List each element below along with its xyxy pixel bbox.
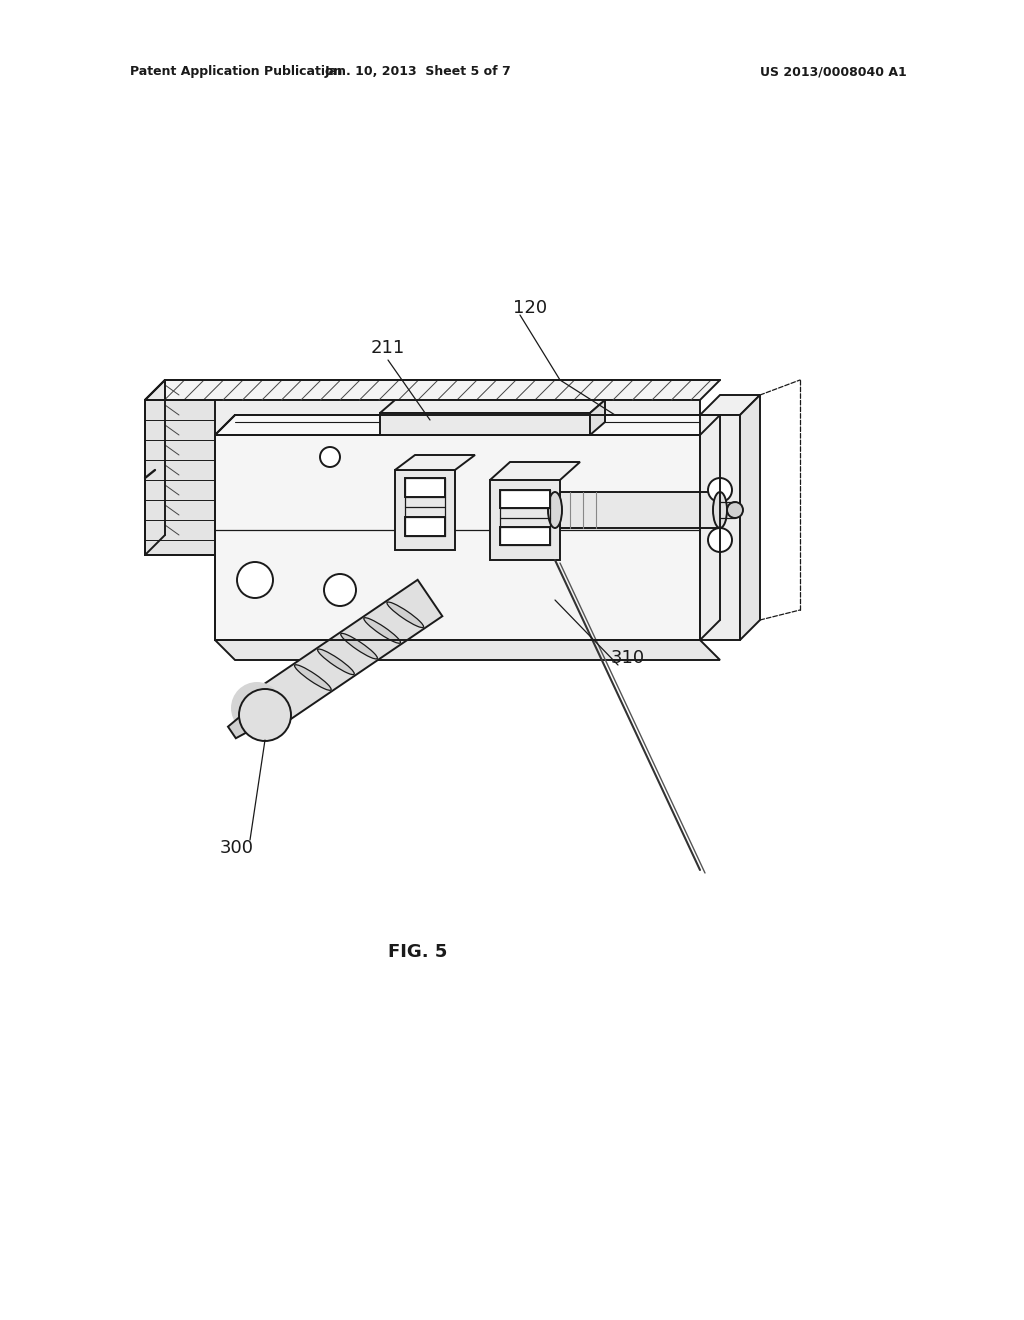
Polygon shape xyxy=(490,462,580,480)
Text: 211: 211 xyxy=(371,339,406,356)
Text: US 2013/0008040 A1: US 2013/0008040 A1 xyxy=(760,66,906,78)
Polygon shape xyxy=(228,708,262,738)
Circle shape xyxy=(324,574,356,606)
Text: FIG. 5: FIG. 5 xyxy=(388,942,447,961)
Text: Patent Application Publication: Patent Application Publication xyxy=(130,66,342,78)
Circle shape xyxy=(231,682,283,734)
Ellipse shape xyxy=(341,634,378,659)
Polygon shape xyxy=(395,455,475,470)
Ellipse shape xyxy=(548,492,562,528)
Polygon shape xyxy=(145,400,215,554)
Polygon shape xyxy=(215,640,720,660)
Circle shape xyxy=(708,528,732,552)
Text: Jan. 10, 2013  Sheet 5 of 7: Jan. 10, 2013 Sheet 5 of 7 xyxy=(325,66,511,78)
Ellipse shape xyxy=(727,502,743,517)
Polygon shape xyxy=(215,414,720,436)
Polygon shape xyxy=(700,414,720,640)
Ellipse shape xyxy=(387,602,424,627)
Polygon shape xyxy=(395,470,455,550)
Text: 310: 310 xyxy=(611,649,645,667)
Polygon shape xyxy=(700,395,760,414)
Polygon shape xyxy=(145,380,720,400)
Polygon shape xyxy=(380,413,590,436)
Polygon shape xyxy=(500,490,550,508)
Circle shape xyxy=(239,689,291,741)
Polygon shape xyxy=(406,478,445,498)
Polygon shape xyxy=(145,400,700,440)
Polygon shape xyxy=(590,400,605,436)
Circle shape xyxy=(237,562,273,598)
Polygon shape xyxy=(700,414,740,640)
Ellipse shape xyxy=(295,665,331,690)
Polygon shape xyxy=(406,517,445,536)
Ellipse shape xyxy=(317,649,354,675)
Polygon shape xyxy=(380,400,605,413)
Polygon shape xyxy=(740,395,760,640)
Ellipse shape xyxy=(713,492,727,528)
Polygon shape xyxy=(215,436,700,640)
Polygon shape xyxy=(490,480,560,560)
Polygon shape xyxy=(500,527,550,545)
Circle shape xyxy=(708,478,732,502)
Polygon shape xyxy=(145,380,165,554)
Polygon shape xyxy=(253,579,442,729)
Ellipse shape xyxy=(364,618,400,643)
Circle shape xyxy=(319,447,340,467)
Polygon shape xyxy=(555,492,720,528)
Text: 120: 120 xyxy=(513,300,547,317)
Text: 300: 300 xyxy=(220,840,254,857)
